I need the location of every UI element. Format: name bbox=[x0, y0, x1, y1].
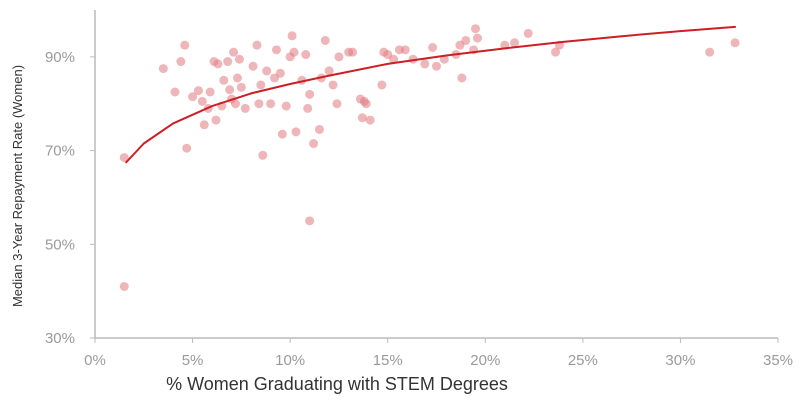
data-point bbox=[176, 57, 186, 67]
data-point bbox=[328, 80, 338, 90]
data-point bbox=[211, 115, 221, 125]
data-point bbox=[314, 124, 324, 134]
data-point bbox=[277, 129, 287, 139]
data-point bbox=[334, 52, 344, 62]
data-point bbox=[309, 139, 319, 149]
data-point bbox=[305, 216, 315, 226]
data-point bbox=[705, 47, 715, 57]
data-point bbox=[320, 35, 330, 45]
data-point bbox=[254, 99, 264, 109]
data-point bbox=[357, 113, 367, 123]
data-point bbox=[213, 59, 223, 69]
data-point bbox=[281, 101, 291, 111]
x-tick-label: 25% bbox=[568, 352, 598, 369]
data-point bbox=[219, 75, 229, 85]
scatter-series bbox=[119, 24, 740, 291]
x-tick-label: 0% bbox=[84, 352, 106, 369]
data-point bbox=[432, 61, 441, 71]
y-tick-label: 50% bbox=[45, 236, 75, 253]
data-point bbox=[301, 50, 311, 60]
data-point bbox=[170, 87, 180, 97]
data-point bbox=[256, 80, 266, 90]
data-point bbox=[234, 54, 244, 64]
data-point bbox=[266, 99, 276, 109]
data-point bbox=[332, 99, 342, 109]
data-point bbox=[420, 59, 430, 69]
data-point bbox=[232, 73, 242, 83]
data-point bbox=[348, 47, 358, 57]
trend-line bbox=[125, 25, 737, 164]
data-point bbox=[365, 115, 375, 125]
data-point bbox=[262, 66, 272, 76]
data-point bbox=[287, 31, 297, 41]
data-point bbox=[289, 47, 299, 57]
data-point bbox=[197, 96, 207, 106]
data-point bbox=[258, 150, 268, 160]
data-point bbox=[199, 120, 209, 130]
data-point bbox=[158, 64, 168, 74]
data-point bbox=[193, 86, 203, 96]
data-point bbox=[223, 57, 233, 67]
data-point bbox=[182, 143, 192, 153]
data-point bbox=[291, 127, 301, 137]
data-point bbox=[523, 28, 533, 38]
x-tick-label: 5% bbox=[182, 352, 204, 369]
data-point bbox=[229, 47, 239, 57]
x-tick-label: 10% bbox=[275, 352, 305, 369]
data-point bbox=[225, 85, 235, 95]
data-point bbox=[231, 99, 241, 109]
data-point bbox=[730, 38, 740, 48]
data-point bbox=[551, 47, 561, 57]
data-point bbox=[303, 103, 313, 113]
data-point bbox=[428, 42, 438, 52]
y-tick-label: 30% bbox=[45, 330, 75, 347]
data-point bbox=[324, 66, 334, 76]
data-point bbox=[248, 61, 258, 71]
data-point bbox=[510, 38, 520, 48]
data-point bbox=[180, 40, 190, 50]
data-point bbox=[400, 45, 410, 55]
y-axis-title: Median 3-Year Repayment Rate (Women) bbox=[10, 65, 25, 307]
data-point bbox=[275, 68, 285, 78]
data-point bbox=[205, 87, 215, 97]
data-point bbox=[236, 82, 246, 92]
tick-labels: 0% 5% 10% 15% 20% 25% 30% 35% 30% 50% 70% 90% bbox=[45, 49, 793, 369]
data-point bbox=[472, 33, 482, 43]
data-point bbox=[389, 54, 399, 64]
data-point bbox=[119, 153, 129, 163]
x-axis-title: % Women Graduating with STEM Degrees bbox=[166, 374, 508, 394]
x-tick-label: 35% bbox=[763, 352, 793, 369]
data-point bbox=[252, 40, 262, 50]
data-point bbox=[188, 92, 198, 102]
y-tick-label: 70% bbox=[45, 143, 75, 160]
data-point bbox=[457, 73, 467, 83]
data-point bbox=[240, 103, 250, 113]
trend-series bbox=[125, 25, 737, 164]
x-tick-label: 15% bbox=[373, 352, 403, 369]
axes bbox=[90, 10, 779, 343]
data-point bbox=[471, 24, 481, 34]
data-point bbox=[361, 99, 371, 109]
data-point bbox=[271, 45, 281, 55]
x-tick-label: 30% bbox=[665, 352, 695, 369]
data-point bbox=[305, 89, 315, 99]
data-point bbox=[461, 35, 471, 45]
data-point bbox=[119, 281, 129, 291]
x-tick-label: 20% bbox=[470, 352, 500, 369]
y-tick-label: 90% bbox=[45, 49, 75, 66]
data-point bbox=[377, 80, 387, 90]
